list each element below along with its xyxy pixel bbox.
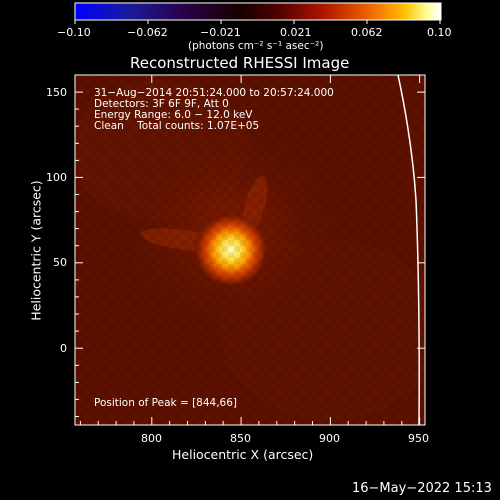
y-axis-title: Heliocentric Y (arcsec) bbox=[28, 180, 44, 321]
plot-image bbox=[75, 75, 425, 425]
y-tick-label: 100 bbox=[46, 171, 67, 184]
colorbar-tick-label: 0.062 bbox=[351, 26, 383, 39]
x-tick-label: 850 bbox=[230, 432, 251, 445]
y-axis-ticks bbox=[75, 91, 425, 417]
x-axis-title: Heliocentric X (arcsec) bbox=[172, 447, 314, 462]
info-line-time: 31−Aug−2014 20:51:24.000 to 20:57:24.000 bbox=[94, 87, 334, 99]
colorbar-tick-label: −0.10 bbox=[57, 26, 91, 39]
colorbar-tick-label: 0.10 bbox=[427, 26, 452, 39]
y-tick-label: 0 bbox=[60, 342, 67, 355]
peak-position-text: Position of Peak = [844,66] bbox=[94, 397, 238, 409]
solar-limb bbox=[397, 75, 420, 425]
info-line-clean: Clean Total counts: 1.07E+05 bbox=[94, 120, 260, 132]
x-tick-label: 900 bbox=[319, 432, 340, 445]
colorbar-tick-label: −0.062 bbox=[127, 26, 168, 39]
x-tick-label: 800 bbox=[141, 432, 162, 445]
colorbar-tick-label: 0.021 bbox=[280, 26, 312, 39]
footer-timestamp: 16−May−2022 15:13 bbox=[352, 481, 492, 496]
x-axis-ticks bbox=[79, 75, 421, 425]
colorbar-tick-label: −0.021 bbox=[200, 26, 241, 39]
colorbar-ticks bbox=[74, 20, 441, 24]
info-line-detectors: Detectors: 3F 6F 9F, Att 0 bbox=[94, 98, 229, 110]
plot-frame bbox=[74, 74, 426, 426]
y-tick-label: 50 bbox=[53, 256, 67, 269]
y-tick-label: 150 bbox=[46, 86, 67, 99]
plot-title: Reconstructed RHESSI Image bbox=[130, 54, 350, 72]
colorbar bbox=[74, 2, 442, 21]
colorbar-units: (photons cm⁻² s⁻¹ asec⁻²) bbox=[188, 40, 324, 52]
x-tick-label: 950 bbox=[408, 432, 429, 445]
info-line-energy: Energy Range: 6.0 − 12.0 keV bbox=[94, 109, 253, 121]
